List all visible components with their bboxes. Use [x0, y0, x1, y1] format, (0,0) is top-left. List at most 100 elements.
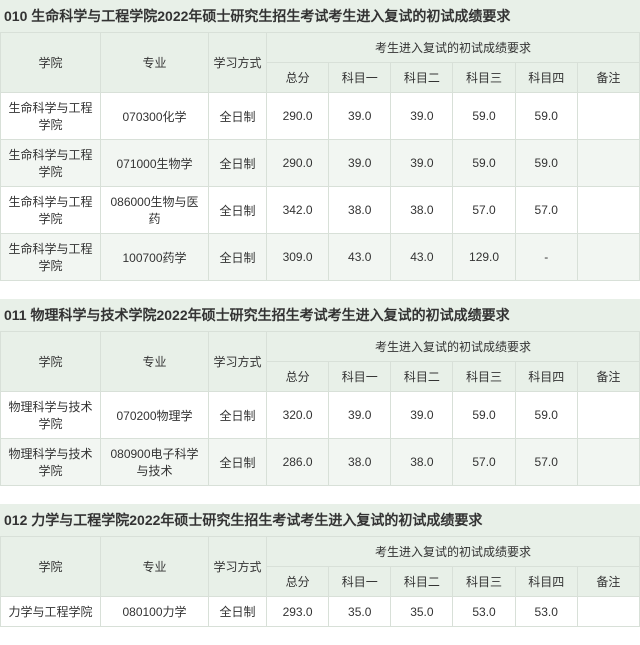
col-s1: 科目一 — [329, 362, 391, 392]
section: 011 物理科学与技术学院2022年硕士研究生招生考试考生进入复试的初试成绩要求… — [0, 299, 640, 486]
col-remark: 备注 — [577, 567, 639, 597]
cell-total: 290.0 — [267, 93, 329, 140]
cell-s4: 59.0 — [515, 392, 577, 439]
cell-s3: 57.0 — [453, 439, 515, 486]
cell-college: 力学与工程学院 — [1, 597, 101, 627]
cell-s3: 59.0 — [453, 140, 515, 187]
table-row: 物理科学与技术学院070200物理学全日制320.039.039.059.059… — [1, 392, 640, 439]
cell-college: 生命科学与工程学院 — [1, 140, 101, 187]
cell-remark — [577, 597, 639, 627]
cell-s3: 129.0 — [453, 234, 515, 281]
table-row: 生命科学与工程学院086000生物与医药全日制342.038.038.057.0… — [1, 187, 640, 234]
cell-mode: 全日制 — [209, 392, 267, 439]
cell-major: 070200物理学 — [101, 392, 209, 439]
table-row: 生命科学与工程学院100700药学全日制309.043.043.0129.0- — [1, 234, 640, 281]
col-s4: 科目四 — [515, 567, 577, 597]
cell-s1: 35.0 — [329, 597, 391, 627]
cell-remark — [577, 93, 639, 140]
col-major: 专业 — [101, 332, 209, 392]
cell-s2: 35.0 — [391, 597, 453, 627]
table-row: 物理科学与技术学院080900电子科学与技术全日制286.038.038.057… — [1, 439, 640, 486]
cell-s1: 43.0 — [329, 234, 391, 281]
cell-remark — [577, 392, 639, 439]
cell-remark — [577, 187, 639, 234]
col-mode: 学习方式 — [209, 33, 267, 93]
col-s3: 科目三 — [453, 63, 515, 93]
col-s1: 科目一 — [329, 63, 391, 93]
cell-s1: 39.0 — [329, 392, 391, 439]
col-s2: 科目二 — [391, 362, 453, 392]
col-total: 总分 — [267, 63, 329, 93]
cell-s2: 38.0 — [391, 187, 453, 234]
col-remark: 备注 — [577, 362, 639, 392]
col-s2: 科目二 — [391, 567, 453, 597]
col-college: 学院 — [1, 332, 101, 392]
cell-mode: 全日制 — [209, 93, 267, 140]
cell-s1: 39.0 — [329, 140, 391, 187]
cell-total: 320.0 — [267, 392, 329, 439]
cell-major: 080900电子科学与技术 — [101, 439, 209, 486]
cell-remark — [577, 439, 639, 486]
cell-s4: - — [515, 234, 577, 281]
col-req-span: 考生进入复试的初试成绩要求 — [267, 537, 640, 567]
section: 012 力学与工程学院2022年硕士研究生招生考试考生进入复试的初试成绩要求学院… — [0, 504, 640, 627]
col-remark: 备注 — [577, 63, 639, 93]
section-title: 011 物理科学与技术学院2022年硕士研究生招生考试考生进入复试的初试成绩要求 — [0, 299, 640, 331]
score-table: 学院专业学习方式考生进入复试的初试成绩要求总分科目一科目二科目三科目四备注力学与… — [0, 536, 640, 627]
section-title: 010 生命科学与工程学院2022年硕士研究生招生考试考生进入复试的初试成绩要求 — [0, 0, 640, 32]
cell-college: 物理科学与技术学院 — [1, 439, 101, 486]
cell-s4: 59.0 — [515, 140, 577, 187]
col-s4: 科目四 — [515, 362, 577, 392]
cell-major: 086000生物与医药 — [101, 187, 209, 234]
cell-college: 生命科学与工程学院 — [1, 234, 101, 281]
cell-major: 080100力学 — [101, 597, 209, 627]
table-row: 生命科学与工程学院071000生物学全日制290.039.039.059.059… — [1, 140, 640, 187]
cell-total: 309.0 — [267, 234, 329, 281]
cell-college: 物理科学与技术学院 — [1, 392, 101, 439]
cell-mode: 全日制 — [209, 234, 267, 281]
cell-remark — [577, 140, 639, 187]
score-table: 学院专业学习方式考生进入复试的初试成绩要求总分科目一科目二科目三科目四备注物理科… — [0, 331, 640, 486]
cell-mode: 全日制 — [209, 597, 267, 627]
score-table: 学院专业学习方式考生进入复试的初试成绩要求总分科目一科目二科目三科目四备注生命科… — [0, 32, 640, 281]
cell-total: 293.0 — [267, 597, 329, 627]
col-req-span: 考生进入复试的初试成绩要求 — [267, 332, 640, 362]
cell-s2: 39.0 — [391, 392, 453, 439]
table-row: 力学与工程学院080100力学全日制293.035.035.053.053.0 — [1, 597, 640, 627]
cell-s1: 39.0 — [329, 93, 391, 140]
cell-total: 290.0 — [267, 140, 329, 187]
cell-total: 286.0 — [267, 439, 329, 486]
cell-s1: 38.0 — [329, 187, 391, 234]
cell-s2: 39.0 — [391, 140, 453, 187]
section-title: 012 力学与工程学院2022年硕士研究生招生考试考生进入复试的初试成绩要求 — [0, 504, 640, 536]
cell-s4: 59.0 — [515, 93, 577, 140]
col-college: 学院 — [1, 537, 101, 597]
cell-mode: 全日制 — [209, 140, 267, 187]
col-total: 总分 — [267, 567, 329, 597]
cell-major: 071000生物学 — [101, 140, 209, 187]
col-mode: 学习方式 — [209, 332, 267, 392]
cell-college: 生命科学与工程学院 — [1, 93, 101, 140]
cell-total: 342.0 — [267, 187, 329, 234]
cell-s3: 59.0 — [453, 392, 515, 439]
col-s3: 科目三 — [453, 362, 515, 392]
cell-mode: 全日制 — [209, 439, 267, 486]
cell-s4: 57.0 — [515, 439, 577, 486]
section: 010 生命科学与工程学院2022年硕士研究生招生考试考生进入复试的初试成绩要求… — [0, 0, 640, 281]
cell-mode: 全日制 — [209, 187, 267, 234]
table-row: 生命科学与工程学院070300化学全日制290.039.039.059.059.… — [1, 93, 640, 140]
col-s4: 科目四 — [515, 63, 577, 93]
col-s1: 科目一 — [329, 567, 391, 597]
col-s2: 科目二 — [391, 63, 453, 93]
cell-remark — [577, 234, 639, 281]
col-major: 专业 — [101, 33, 209, 93]
cell-major: 100700药学 — [101, 234, 209, 281]
cell-major: 070300化学 — [101, 93, 209, 140]
col-req-span: 考生进入复试的初试成绩要求 — [267, 33, 640, 63]
cell-s3: 53.0 — [453, 597, 515, 627]
col-college: 学院 — [1, 33, 101, 93]
cell-s3: 59.0 — [453, 93, 515, 140]
col-total: 总分 — [267, 362, 329, 392]
cell-s4: 57.0 — [515, 187, 577, 234]
cell-s2: 43.0 — [391, 234, 453, 281]
